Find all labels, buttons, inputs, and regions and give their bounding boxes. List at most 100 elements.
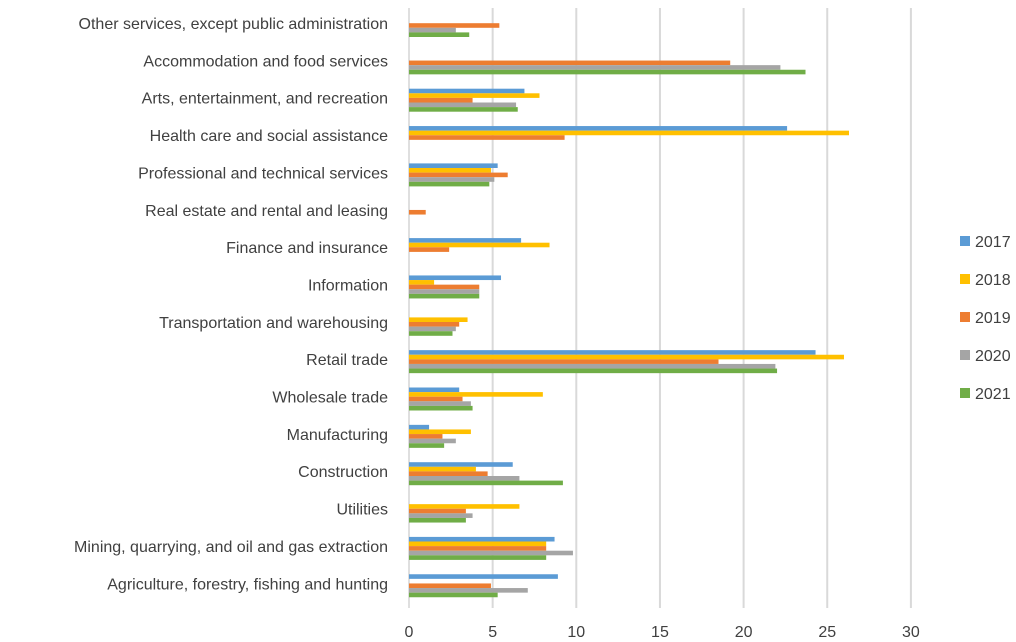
bar-2018 [409, 317, 468, 322]
bar-2020 [409, 476, 520, 481]
bar-2018 [409, 392, 543, 397]
bar-2019 [409, 359, 719, 364]
bar-2019 [409, 396, 463, 402]
bar-2019 [409, 209, 426, 215]
bar-2021 [409, 443, 445, 448]
bar-2019 [409, 508, 466, 514]
category-label: Professional and technical services [138, 165, 388, 182]
bar-2018 [409, 466, 476, 472]
category-label: Construction [298, 464, 388, 481]
bar-2019 [409, 583, 491, 589]
bar-2021 [409, 293, 480, 299]
bar-2018 [409, 354, 844, 360]
bar-2020 [409, 401, 471, 406]
category-label: Arts, entertainment, and recreation [142, 91, 388, 108]
bar-2017 [409, 238, 522, 243]
bar-2017 [409, 387, 460, 393]
bar-2021 [409, 592, 498, 598]
bar-2019 [409, 60, 731, 66]
bar-2019 [409, 135, 565, 140]
category-label: Finance and insurance [226, 240, 388, 257]
bar-2021 [409, 368, 778, 374]
bar-2020 [409, 550, 573, 556]
bar-2020 [409, 588, 528, 593]
legend-swatch [960, 312, 970, 322]
legend-swatch [960, 236, 970, 246]
category-label: Real estate and rental and leasing [145, 203, 388, 220]
category-label: Other services, except public administra… [79, 16, 388, 33]
category-label: Wholesale trade [272, 390, 388, 407]
bar-2021 [409, 107, 518, 112]
legend-label: 2021 [975, 386, 1011, 403]
category-label: Mining, quarrying, and oil and gas extra… [74, 539, 388, 556]
legend: 2017 2018 2019 2020 2021 [960, 234, 1011, 403]
bar-2020 [409, 326, 456, 332]
bar-2018 [409, 168, 491, 173]
bar-2019 [409, 23, 500, 28]
bar-2019 [409, 97, 473, 103]
bar-2020 [409, 27, 456, 33]
bar-2017 [409, 350, 816, 355]
category-label: Information [308, 277, 388, 294]
legend-swatch [960, 274, 970, 284]
bar-2021 [409, 555, 547, 560]
bar-2021 [409, 517, 466, 523]
bar-2017 [409, 275, 502, 281]
bar-2019 [409, 284, 480, 290]
bar-2018 [409, 242, 550, 248]
x-tick-label: 0 [405, 624, 414, 641]
bar-2018 [409, 280, 435, 285]
bar-2020 [409, 513, 473, 518]
bar-2017 [409, 574, 558, 579]
bar-2017 [409, 126, 788, 131]
bar-2017 [409, 462, 513, 467]
x-tick-label: 5 [488, 624, 497, 641]
legend-label: 2020 [975, 348, 1011, 365]
legend-label: 2017 [975, 234, 1011, 251]
bar-2017 [409, 424, 430, 430]
bar-2018 [409, 429, 471, 435]
grid [408, 8, 912, 608]
bar-2021 [409, 181, 490, 187]
bar-2020 [409, 363, 776, 369]
category-label: Agriculture, forestry, fishing and hunti… [107, 576, 388, 593]
bar-2018 [409, 130, 849, 136]
legend-label: 2018 [975, 272, 1011, 289]
bar-2018 [409, 541, 547, 547]
bar-2021 [409, 331, 453, 336]
category-label: Transportation and warehousing [159, 315, 388, 332]
category-label: Accommodation and food services [143, 53, 388, 70]
bar-2020 [409, 289, 480, 294]
x-tick-label: 20 [735, 624, 753, 641]
legend-swatch [960, 388, 970, 398]
category-label: Manufacturing [287, 427, 388, 444]
bar-2020 [409, 102, 517, 108]
bar-2020 [409, 177, 495, 182]
x-tick-labels: 0 5 10 15 20 25 30 [405, 624, 920, 641]
bar-2017 [409, 88, 525, 94]
legend-label: 2019 [975, 310, 1011, 327]
bar-2019 [409, 546, 547, 551]
bars [409, 23, 849, 598]
bar-2019 [409, 322, 460, 327]
bar-2018 [409, 93, 540, 98]
category-label: Health care and social assistance [150, 128, 388, 145]
x-tick-label: 10 [567, 624, 585, 641]
bar-2017 [409, 536, 555, 542]
x-tick-label: 30 [902, 624, 920, 641]
bar-2019 [409, 471, 488, 476]
bar-2019 [409, 434, 443, 439]
bar-2019 [409, 247, 450, 252]
bar-2020 [409, 65, 781, 70]
bar-2019 [409, 172, 508, 178]
x-tick-label: 15 [651, 624, 669, 641]
category-label: Utilities [336, 502, 388, 519]
category-labels: Other services, except public administra… [74, 16, 388, 593]
bar-2017 [409, 163, 498, 168]
bar-2020 [409, 438, 456, 444]
legend-swatch [960, 350, 970, 360]
bar-2021 [409, 480, 563, 486]
x-tick-label: 25 [818, 624, 836, 641]
bar-2021 [409, 69, 806, 75]
